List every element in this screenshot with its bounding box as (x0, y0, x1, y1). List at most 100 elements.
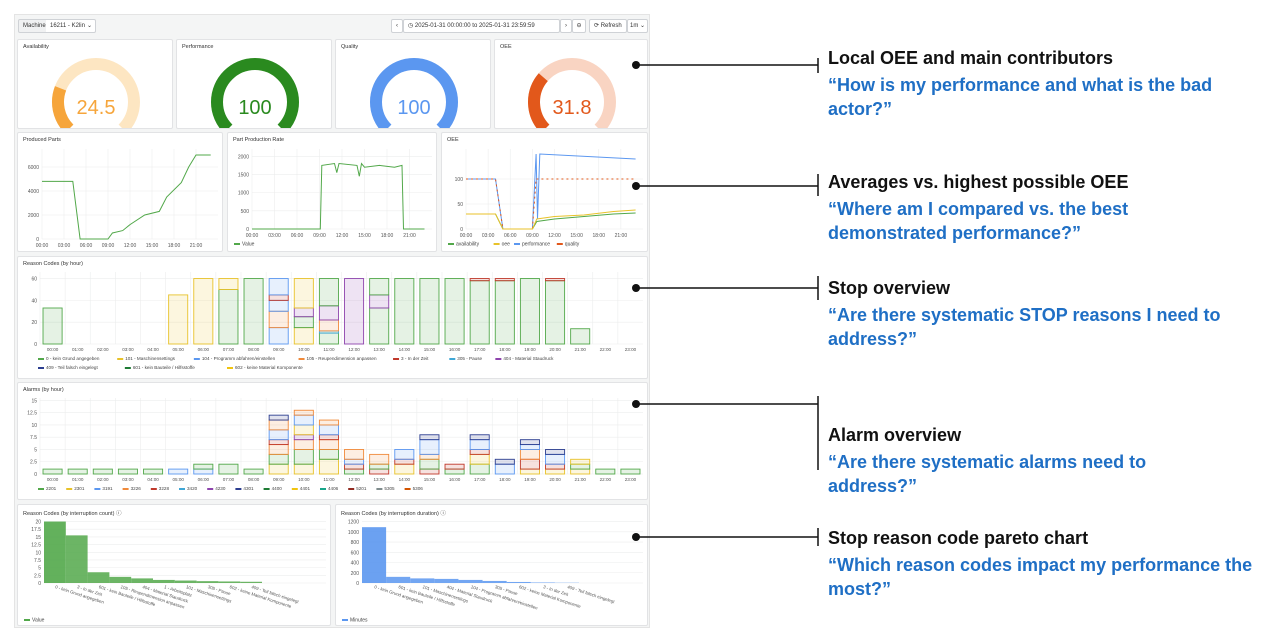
gauge-panel-oee[interactable]: OEE 31.8 (494, 39, 648, 129)
annotation-alarms: Alarm overview “Are there systematic ala… (828, 424, 1268, 498)
time-forward-button[interactable]: › (560, 19, 572, 33)
reason-codes-count-panel[interactable]: Reason Codes (by interruption count) ⓘ 0… (17, 504, 331, 626)
bar-segment (243, 468, 264, 475)
gauge-panel-quality[interactable]: Quality 100 (335, 39, 491, 129)
bar-segment (419, 468, 440, 475)
legend-swatch (227, 367, 233, 369)
bar-segment (545, 463, 566, 470)
x-tick-label: 12:00 (348, 477, 360, 482)
x-tick-label: 11:00 (323, 347, 335, 352)
bar-segment (494, 278, 515, 282)
zoom-out-button[interactable]: ⊖ (572, 19, 586, 33)
legend-swatch (514, 243, 520, 245)
bar-segment (494, 463, 515, 475)
legend-swatch (404, 488, 411, 490)
y-tick-label: 6000 (28, 165, 39, 171)
y-tick-label: 50 (457, 202, 463, 208)
bar-segment (293, 463, 314, 475)
bar-segment (193, 468, 214, 475)
bar-segment (469, 463, 490, 475)
bar-segment (469, 453, 490, 465)
bar-segment (293, 449, 314, 465)
y-tick-label: 100 (455, 177, 464, 183)
bar-segment (545, 468, 566, 475)
gauge-fill (370, 58, 458, 128)
pareto-bar (530, 582, 555, 583)
reason-codes-duration-panel[interactable]: Reason Codes (by interruption duration) … (335, 504, 648, 626)
bar-segment (419, 278, 440, 345)
legend-label: 4230 (215, 486, 226, 491)
refresh-button[interactable]: ⟳ Refresh (589, 19, 627, 33)
refresh-label: Refresh (600, 23, 622, 29)
panel-title-text: Reason Codes (by interruption duration) (341, 511, 439, 517)
legend-swatch (320, 488, 326, 490)
part-production-rate-panel[interactable]: Part Production Rate 0 500 1000 1500 2000 00:… (227, 132, 437, 252)
x-tick-label: 01:00 (72, 347, 84, 352)
bar-segment (369, 294, 390, 309)
bar-segment (369, 463, 390, 470)
legend-label: 409 - Teil falsch eingelegt (46, 365, 98, 370)
bar-segment (268, 439, 289, 446)
legend-label: oee (502, 242, 511, 248)
bar-segment (318, 278, 339, 307)
connector-line (636, 174, 819, 196)
x-tick-label: 15:00 (424, 347, 436, 352)
x-tick-label: 03:00 (58, 243, 71, 249)
x-tick-label: 09:00 (273, 347, 285, 352)
gauge-panel-availability[interactable]: Availability 24.5 (17, 39, 173, 129)
x-tick-label: 00:00 (460, 233, 473, 239)
x-tick-label: 21:00 (615, 233, 628, 239)
pareto-bar (506, 581, 531, 583)
bar-segment (92, 468, 113, 475)
legend-label: 4401 (300, 486, 311, 491)
bar-segment (419, 434, 440, 441)
x-tick-label: 18:00 (168, 243, 181, 249)
connector-dot (632, 61, 640, 69)
x-tick-label: 17:00 (474, 477, 486, 482)
bar-segment (218, 289, 239, 345)
bar-segment (620, 468, 641, 475)
x-tick-label: 16:00 (449, 347, 461, 352)
legend-swatch (342, 619, 348, 621)
x-tick-label: 18:00 (499, 477, 511, 482)
time-range-picker[interactable]: ◷ 2025-01-31 00:00:00 to 2025-01-31 23:5… (403, 19, 560, 33)
legend-label: 3420 (187, 486, 198, 491)
machine-select[interactable]: 16211 - K2lin ⌄ (46, 19, 96, 33)
gauge-panel-performance[interactable]: Performance 100 (176, 39, 332, 129)
series-line (466, 153, 636, 230)
reason-codes-hour-panel[interactable]: Reason Codes (by hour) 0 20 40 60 00:00 01:00… (17, 256, 648, 379)
bar-segment (469, 280, 490, 345)
x-tick-label: 03:00 (268, 233, 281, 239)
x-tick-label: 11:00 (323, 477, 335, 482)
connector-dot (632, 182, 640, 190)
legend-swatch (235, 488, 242, 490)
legend-label: 4406 (328, 486, 339, 491)
bar-segment (595, 468, 616, 475)
x-tick-label: 06:00 (291, 233, 304, 239)
bar-segment (193, 463, 214, 470)
legend-label: 3228 (159, 486, 170, 491)
refresh-interval-select[interactable]: 1m ⌄ (627, 19, 648, 33)
time-back-button[interactable]: ‹ (391, 19, 403, 33)
info-icon: ⓘ (440, 511, 446, 517)
x-tick-label: 10:00 (298, 477, 310, 482)
x-tick-label: 21:00 (574, 347, 586, 352)
oee-trend-panel[interactable]: OEE 0 50 100 00:00 03:00 06:00 09:00 12:00 15:00… (441, 132, 648, 252)
x-tick-label: 09:00 (526, 233, 539, 239)
panel-title-text: Reason Codes (by interruption count) (23, 511, 115, 517)
bar-segment (344, 449, 365, 460)
y-tick-label: 60 (31, 277, 37, 283)
alarms-hour-panel[interactable]: Alarms (by hour) 0 2.5 5 7.5 10 12.5 15 00:00 01… (17, 382, 648, 500)
legend-label: 4301 (243, 486, 254, 491)
bar-segment (494, 458, 515, 465)
panel-title: Alarms (by hour) (23, 387, 64, 393)
bar-segment (293, 434, 314, 441)
y-tick-label: 1000 (348, 530, 359, 536)
pareto-bar (131, 578, 153, 583)
refresh-interval-value: 1m (630, 23, 639, 29)
x-tick-label: 12:00 (124, 243, 137, 249)
legend-swatch (179, 488, 185, 490)
produced-parts-panel[interactable]: Produced Parts 0 2000 4000 6000 00:00 03:00 06… (17, 132, 223, 252)
series-line (466, 209, 636, 230)
legend-swatch (38, 367, 44, 369)
